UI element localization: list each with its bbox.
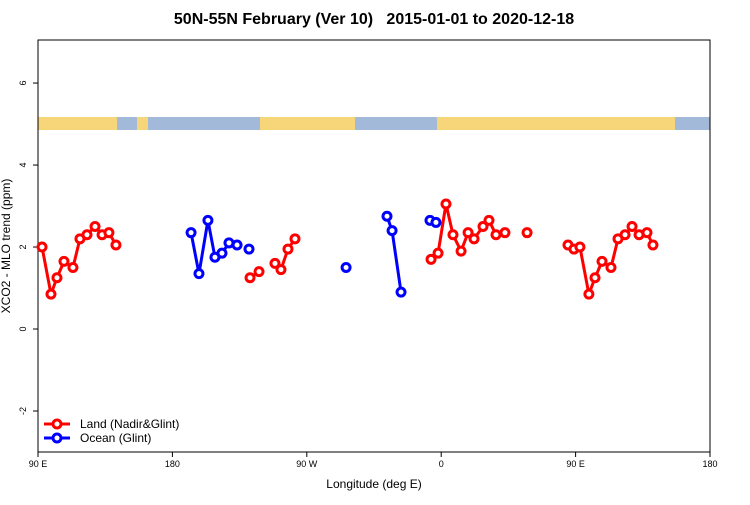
legend-marker	[51, 432, 63, 444]
data-point	[395, 286, 407, 298]
data-point	[36, 241, 48, 253]
data-point	[605, 262, 617, 274]
series-line	[40, 203, 655, 300]
ocean-band	[675, 117, 710, 130]
data-point	[499, 227, 511, 239]
x-tick-label: 90 E	[566, 459, 585, 469]
data-point	[425, 253, 437, 265]
x-tick-label: 180	[165, 459, 180, 469]
data-point	[432, 247, 444, 259]
x-tick-label: 180	[702, 459, 717, 469]
data-point	[243, 243, 255, 255]
data-point	[447, 229, 459, 241]
data-point	[185, 227, 197, 239]
data-point	[253, 266, 265, 278]
chart-title: 50N-55N February (Ver 10) 2015-01-01 to …	[174, 11, 574, 28]
x-tick-label: 90 E	[29, 459, 48, 469]
legend-marker	[51, 418, 63, 430]
data-point	[231, 239, 243, 251]
legend-label: Ocean (Glint)	[80, 431, 151, 445]
x-axis-title: Longitude (deg E)	[326, 477, 421, 491]
data-point	[596, 255, 608, 267]
y-tick-label: 4	[18, 163, 28, 168]
data-point	[626, 221, 638, 233]
data-point	[282, 243, 294, 255]
legend-label: Land (Nadir&Glint)	[80, 417, 179, 431]
data-point	[430, 216, 442, 228]
data-point	[244, 272, 256, 284]
x-tick-label: 0	[439, 459, 444, 469]
plot-frame	[37, 39, 711, 453]
data-point	[455, 245, 467, 257]
data-point	[110, 239, 122, 251]
data-point	[45, 288, 57, 300]
data-point	[583, 288, 595, 300]
data-point	[51, 272, 63, 284]
y-tick-label: 6	[18, 81, 28, 86]
data-point	[67, 262, 79, 274]
x-tick-label: 90 W	[296, 459, 318, 469]
data-point	[490, 229, 502, 241]
data-point	[521, 227, 533, 239]
y-tick-label: -2	[18, 407, 28, 415]
data-point	[386, 225, 398, 237]
data-point	[381, 210, 393, 222]
data-point	[289, 233, 301, 245]
land-mask-strip	[38, 117, 710, 130]
data-point	[340, 262, 352, 274]
data-point	[647, 239, 659, 251]
y-tick-label: 0	[18, 327, 28, 332]
ocean-band	[148, 117, 260, 130]
ocean-band	[117, 117, 137, 130]
data-point	[193, 268, 205, 280]
data-point	[477, 221, 489, 233]
data-point	[468, 233, 480, 245]
ocean-band	[355, 117, 437, 130]
series-line	[189, 215, 437, 293]
data-point	[619, 229, 631, 241]
data-point	[269, 257, 281, 269]
y-tick-label: 2	[18, 245, 28, 250]
data-point	[81, 229, 93, 241]
y-axis-title: XCO2 - MLO trend (ppm)	[0, 179, 13, 314]
data-point	[440, 198, 452, 210]
data-point	[202, 214, 214, 226]
data-point	[574, 241, 586, 253]
data-point	[103, 227, 115, 239]
data-point	[589, 272, 601, 284]
data-point	[462, 227, 474, 239]
data-point	[216, 247, 228, 259]
data-point	[483, 214, 495, 226]
data-point	[89, 221, 101, 233]
data-point	[58, 255, 70, 267]
data-point	[275, 264, 287, 276]
data-point	[641, 227, 653, 239]
